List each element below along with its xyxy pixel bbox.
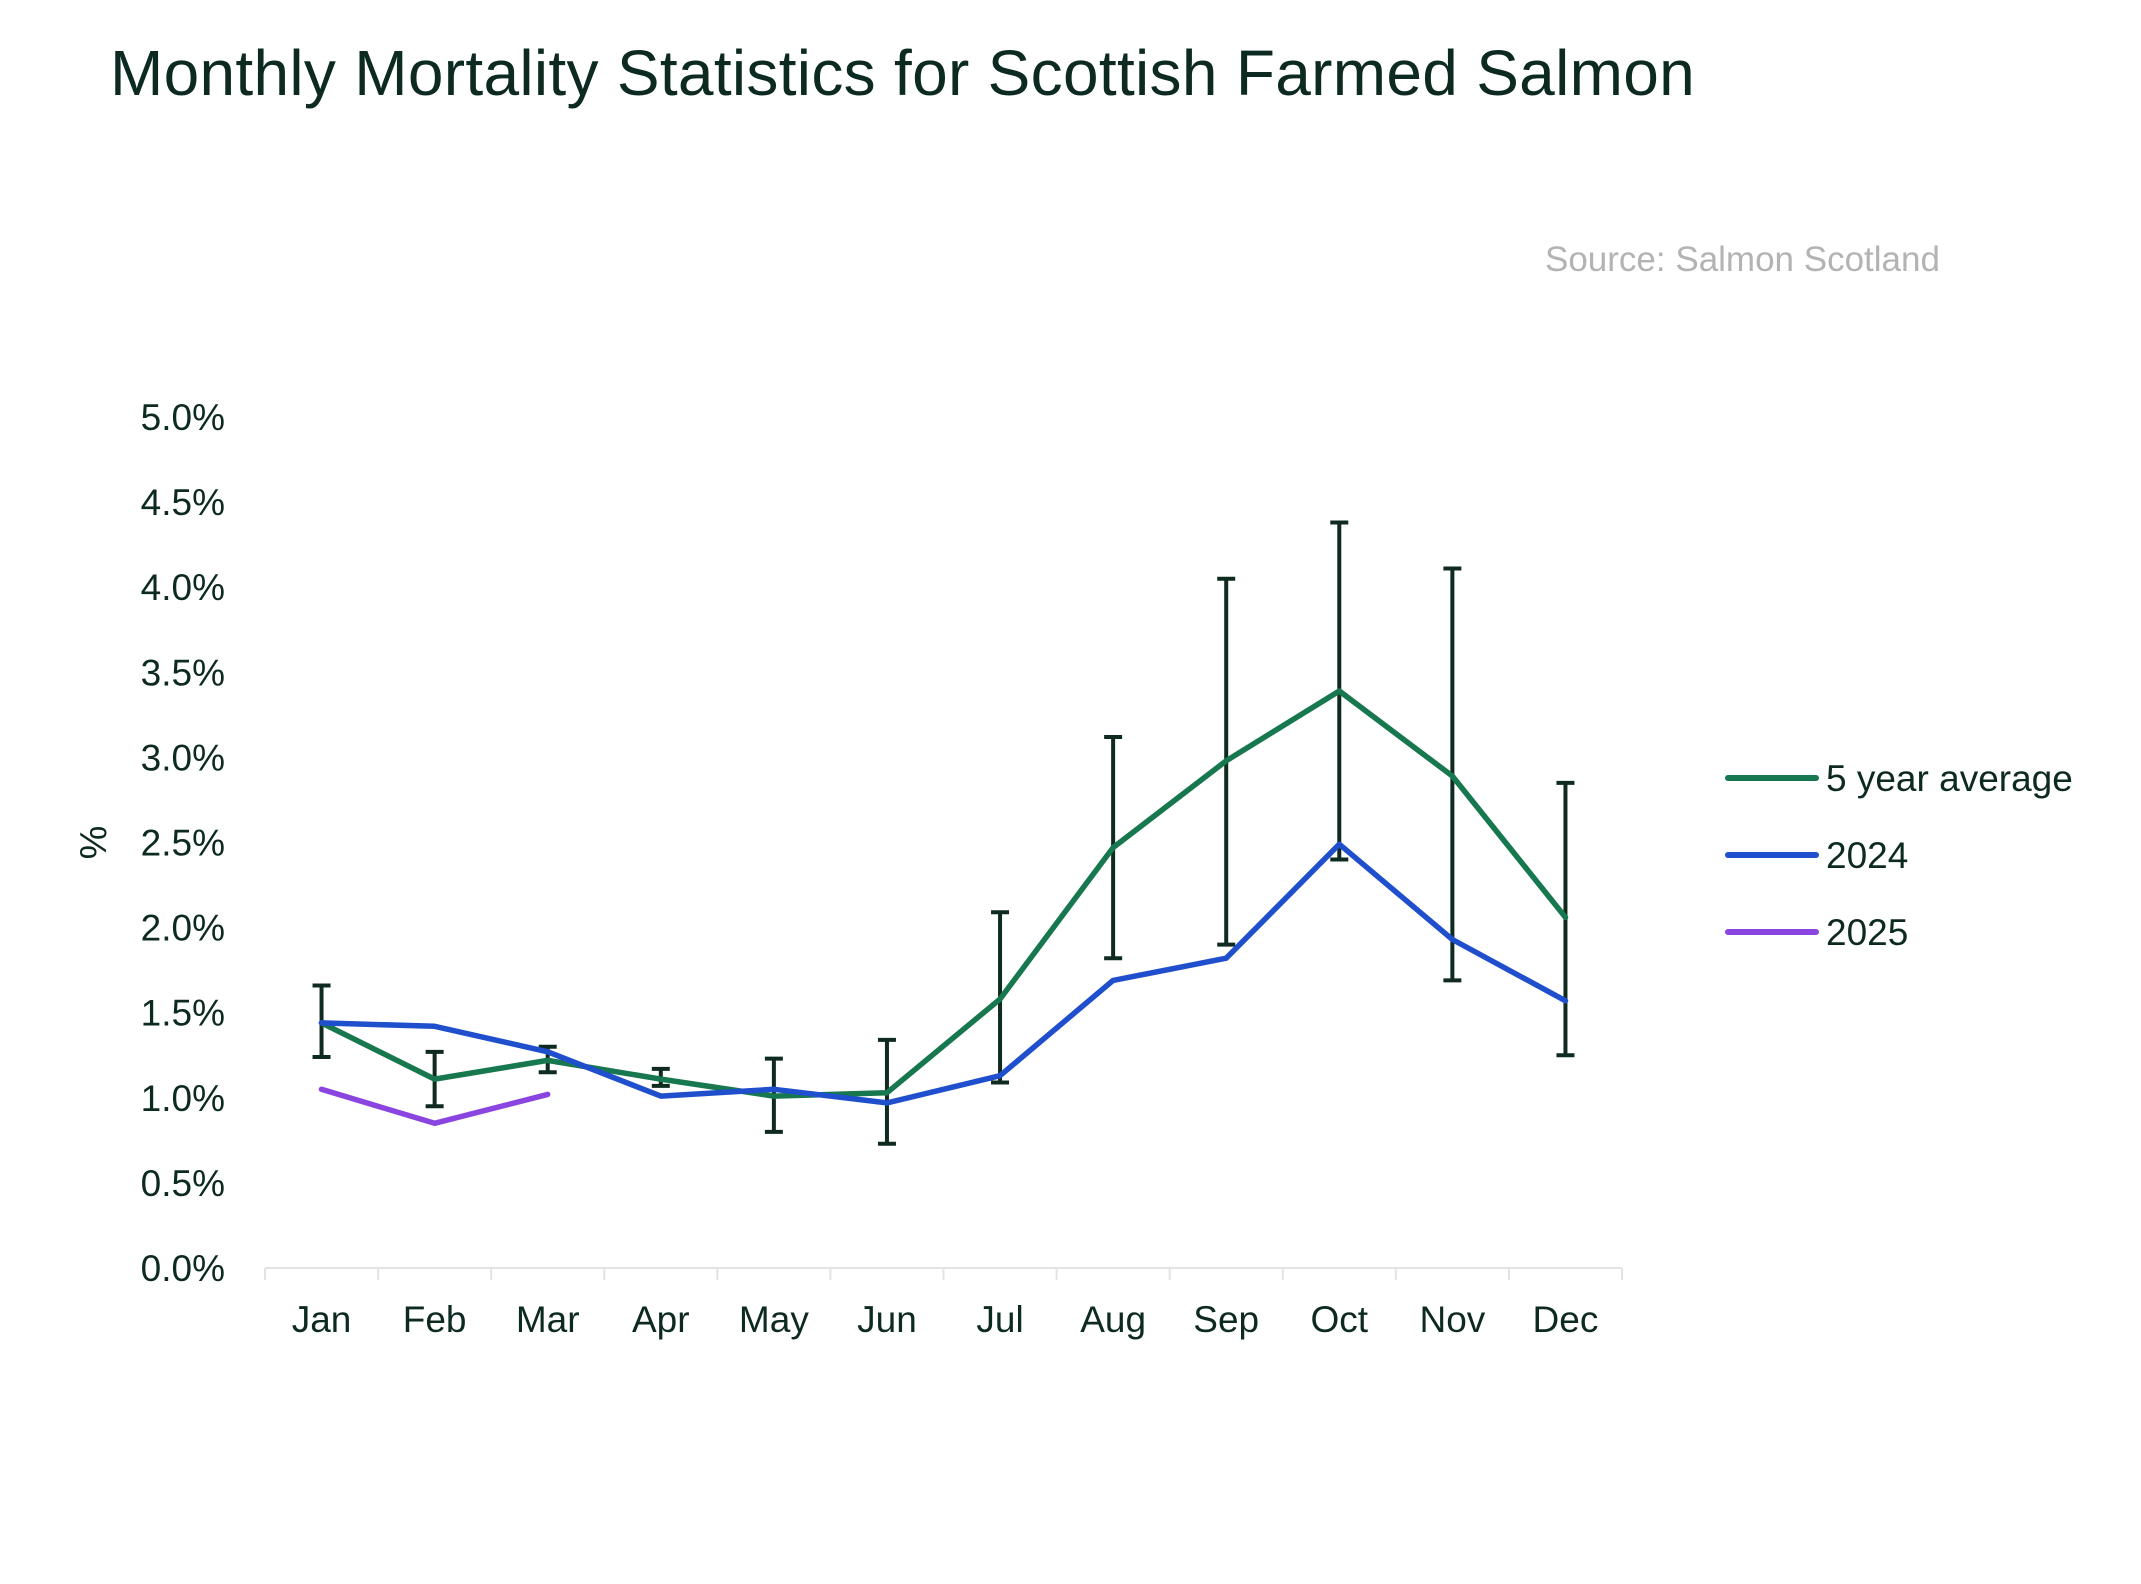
y-tick-label: 0.0% — [141, 1248, 225, 1289]
x-tick-label: Mar — [516, 1299, 580, 1340]
source-note: Source: Salmon Scotland — [1545, 240, 1940, 279]
x-tick-label: Nov — [1419, 1299, 1485, 1340]
series-line-5-year-average — [318, 688, 1569, 1099]
error-bars-group — [312, 520, 1575, 1146]
y-tick-label: 1.0% — [141, 1078, 225, 1119]
x-tick-label: Jul — [976, 1299, 1023, 1340]
y-axis-title: % — [73, 826, 115, 860]
series-line-2024 — [318, 841, 1569, 1106]
x-tick-label: Oct — [1311, 1299, 1369, 1340]
x-tick-label: Jun — [857, 1299, 917, 1340]
legend-label: 2024 — [1826, 835, 1908, 876]
x-tick-label: Dec — [1533, 1299, 1599, 1340]
x-tick-label: May — [739, 1299, 809, 1340]
legend: 5 year average 2024 2025 — [1725, 758, 2073, 953]
y-tick-label: 1.5% — [141, 993, 225, 1034]
x-tick-label: Aug — [1080, 1299, 1146, 1340]
series-line-2025 — [318, 1086, 551, 1127]
y-tick-label: 4.0% — [141, 567, 225, 608]
x-tick-label: Jan — [292, 1299, 352, 1340]
legend-item: 2024 — [1725, 835, 1908, 876]
x-tick-label: Apr — [632, 1299, 690, 1340]
y-tick-label: 2.0% — [141, 908, 225, 949]
y-tick-label: 4.5% — [141, 482, 225, 523]
legend-item: 2025 — [1725, 912, 1908, 953]
axes-group: Jan Feb Mar Apr May Jun Jul Aug Sep Oct Nov Dec 0.0%… — [73, 397, 1623, 1340]
y-tick-label: 0.5% — [141, 1163, 225, 1204]
legend-item: 5 year average — [1725, 758, 2073, 799]
x-tick-label: Feb — [403, 1299, 467, 1340]
x-tick-label: Sep — [1193, 1299, 1259, 1340]
y-tick-label: 5.0% — [141, 397, 225, 438]
legend-label: 5 year average — [1826, 758, 2073, 799]
legend-label: 2025 — [1826, 912, 1908, 953]
y-tick-label: 2.5% — [141, 823, 225, 864]
chart-title: Monthly Mortality Statistics for Scottis… — [110, 37, 1695, 109]
y-tick-label: 3.5% — [141, 652, 225, 693]
y-tick-label: 3.0% — [141, 737, 225, 778]
series-lines-group — [318, 688, 1569, 1127]
